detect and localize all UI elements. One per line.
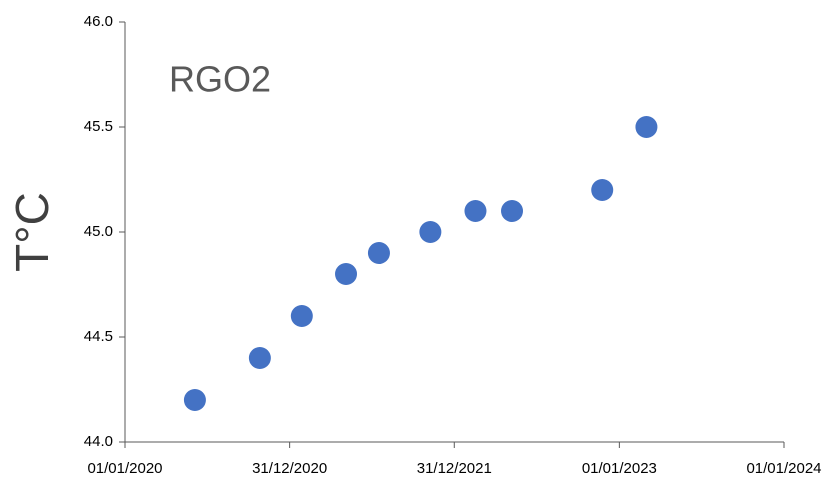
scatter-point: [248, 347, 271, 369]
x-tick-label: 01/01/2024: [746, 460, 821, 477]
scatter-point: [591, 179, 614, 201]
scatter-point: [367, 242, 390, 264]
y-tick-label: 45.0: [84, 223, 113, 240]
y-tick-label: 44.0: [84, 433, 113, 450]
scatter-point: [635, 116, 658, 138]
y-axis-label: T°C: [6, 192, 58, 272]
x-tick-label: 01/01/2023: [582, 460, 657, 477]
y-tick-label: 44.5: [84, 328, 113, 345]
y-tick-label: 46.0: [84, 13, 113, 30]
scatter-point: [501, 200, 524, 222]
x-tick-label: 31/12/2020: [252, 460, 327, 477]
scatter-point: [419, 221, 442, 243]
scatter-point: [183, 389, 206, 411]
chart-title: RGO2: [169, 59, 271, 100]
scatter-point: [335, 263, 358, 285]
scatter-point: [464, 200, 487, 222]
y-tick-label: 45.5: [84, 118, 113, 135]
scatter-point: [290, 305, 313, 327]
x-tick-label: 01/01/2020: [87, 460, 162, 477]
x-tick-label: 31/12/2021: [417, 460, 492, 477]
